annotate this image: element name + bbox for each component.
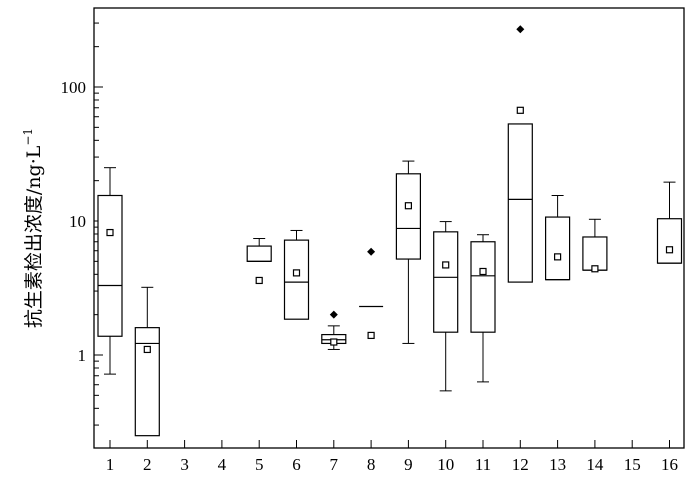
box-group-6	[283, 229, 310, 320]
plot-border	[93, 7, 685, 449]
x-tick-label: 5	[255, 455, 264, 474]
mean-marker	[106, 228, 114, 237]
mean-marker	[330, 338, 338, 346]
box-series	[97, 25, 683, 437]
x-tick-label: 2	[143, 455, 152, 474]
plot-frame	[93, 7, 685, 449]
box-group-7	[321, 310, 347, 350]
mean-marker	[516, 106, 524, 114]
y-axis-label-superscript: −1	[21, 128, 35, 146]
x-axis: 1 2 3 4 5 6 7 8 9 10 11 12 13 14 15 16	[106, 440, 678, 474]
y-tick-label: 1	[78, 346, 87, 365]
x-tick-label: 9	[404, 455, 413, 474]
outlier-marker	[329, 310, 338, 319]
x-tick-label: 3	[180, 455, 189, 474]
x-tick-label: 12	[512, 455, 529, 474]
box	[134, 327, 160, 437]
box	[582, 236, 608, 271]
x-tick-label: 7	[330, 455, 339, 474]
x-tick-label: 15	[624, 455, 641, 474]
mean-marker	[665, 246, 674, 254]
mean-marker	[479, 267, 487, 276]
box	[283, 239, 310, 320]
mean-marker	[442, 261, 450, 269]
box-group-16	[656, 181, 683, 264]
box-group-11	[470, 234, 496, 383]
mean-marker	[292, 269, 301, 277]
mean-marker	[553, 253, 562, 261]
box-group-5	[246, 238, 272, 285]
x-tick-label: 4	[218, 455, 227, 474]
box-group-14	[582, 218, 608, 273]
box	[97, 194, 123, 337]
box	[246, 245, 272, 262]
x-tick-label: 14	[586, 455, 604, 474]
box-group-9	[395, 160, 421, 344]
box	[470, 241, 496, 333]
box	[433, 231, 459, 333]
y-axis: 1 10 100	[61, 22, 103, 426]
y-axis-label: 抗生素检出浓度/ng·L−1	[21, 128, 45, 328]
y-tick-label: 100	[61, 78, 87, 97]
box	[544, 216, 571, 281]
x-tick-label: 13	[549, 455, 566, 474]
mean-marker	[591, 265, 599, 273]
box-group-10	[433, 221, 459, 392]
mean-marker	[143, 345, 151, 354]
x-tick-label: 1	[106, 455, 115, 474]
box-group-1	[97, 167, 123, 375]
x-tick-label: 11	[475, 455, 491, 474]
x-tick-label: 6	[292, 455, 301, 474]
x-tick-label: 8	[367, 455, 376, 474]
box	[507, 123, 533, 283]
box	[656, 218, 683, 264]
box-group-12	[507, 25, 533, 283]
box-group-2	[134, 286, 160, 437]
box-group-8	[359, 247, 384, 340]
box-group-13	[544, 194, 571, 281]
mean-marker	[404, 202, 412, 210]
y-axis-label-text: 抗生素检出浓度/ng·L	[23, 145, 45, 328]
box	[395, 173, 421, 260]
outlier-marker	[367, 247, 376, 256]
outlier-marker	[516, 25, 525, 34]
x-tick-label: 16	[661, 455, 678, 474]
mean-marker	[255, 276, 263, 285]
y-tick-label: 10	[69, 212, 86, 231]
mean-marker	[367, 331, 375, 340]
x-tick-label: 10	[437, 455, 454, 474]
